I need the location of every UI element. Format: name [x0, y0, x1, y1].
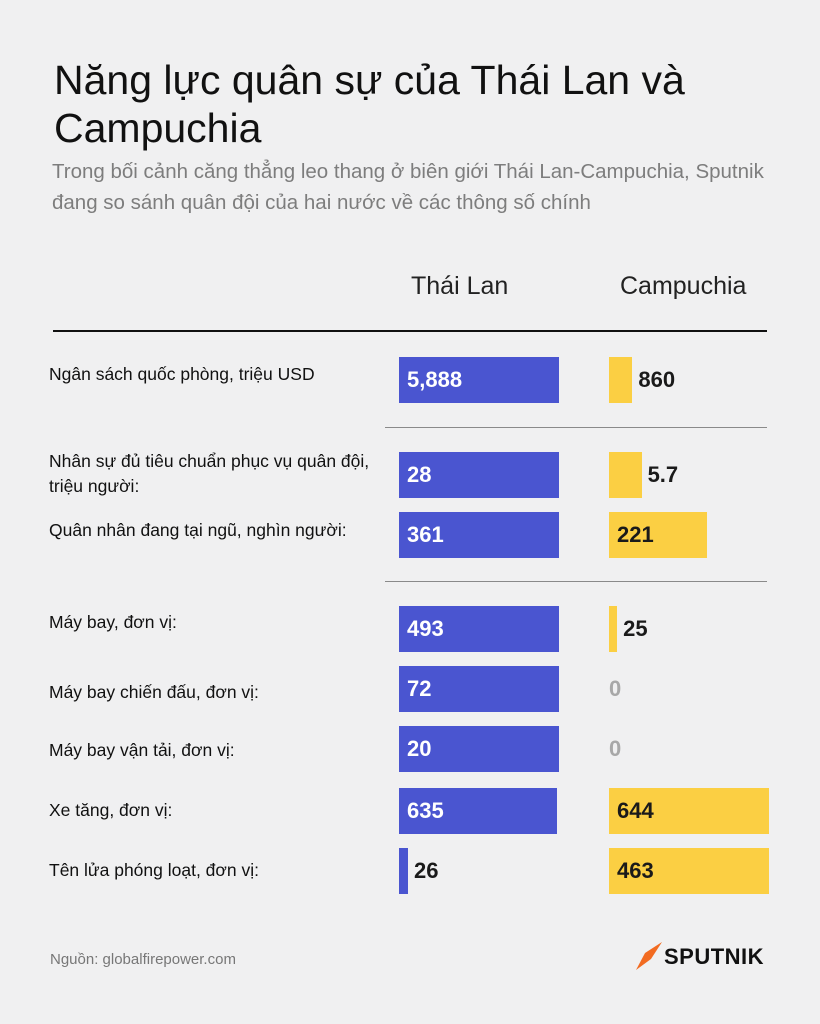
value-label-thailand: 361 — [407, 522, 444, 547]
section-divider-2 — [385, 581, 767, 582]
value-label-cambodia: 0 — [609, 676, 622, 701]
column-header-cambodia: Campuchia — [620, 272, 747, 300]
bar-thailand — [399, 452, 559, 498]
page-title: Năng lực quân sự của Thái Lan và Campuch… — [54, 57, 685, 151]
value-label-thailand: 72 — [407, 676, 432, 701]
row-label: Tên lửa phóng loạt, đơn vị: — [49, 860, 259, 880]
value-label-thailand: 20 — [407, 736, 432, 761]
row-label: Xe tăng, đơn vị: — [49, 800, 173, 820]
value-label-thailand: 5,888 — [407, 367, 463, 392]
brand-logo-text: SPUTNIK — [664, 944, 765, 969]
row-label: Nhân sự đủ tiêu chuẩn phục vụ quân đội, … — [49, 451, 370, 496]
row-label: Ngân sách quốc phòng, triệu USD — [49, 364, 315, 384]
value-label-thailand: 26 — [413, 858, 439, 883]
bar-thailand — [399, 606, 559, 652]
row-label: Quân nhân đang tại ngũ, nghìn người: — [49, 520, 347, 540]
header-divider — [53, 330, 767, 332]
sputnik-logo-icon — [636, 942, 662, 970]
value-label-thailand: 28 — [407, 462, 432, 487]
bar-thailand — [399, 512, 559, 558]
bar-cambodia — [609, 357, 633, 403]
bar-thailand — [399, 726, 559, 772]
bar-thailand — [399, 848, 408, 894]
value-label-cambodia: 644 — [617, 798, 654, 823]
bar-thailand — [399, 357, 559, 403]
bar-cambodia — [609, 848, 769, 894]
source-note: Nguồn: globalfirepower.com — [50, 951, 236, 968]
section-divider-1 — [385, 427, 767, 428]
row-label: Máy bay, đơn vị: — [49, 612, 177, 632]
value-label-thailand: 635 — [407, 798, 444, 823]
row-label: Máy bay vận tải, đơn vị: — [49, 740, 235, 760]
value-label-cambodia: 25 — [623, 616, 648, 641]
bar-cambodia — [609, 788, 769, 834]
value-label-cambodia: 463 — [617, 858, 654, 883]
bar-cambodia — [609, 606, 618, 652]
value-label-cambodia: 5.7 — [647, 462, 679, 487]
row-label: Máy bay chiến đấu, đơn vị: — [49, 682, 259, 702]
value-label-cambodia: 860 — [638, 367, 676, 392]
value-label-cambodia: 0 — [609, 736, 622, 761]
page-subtitle: Trong bối cảnh căng thẳng leo thang ở bi… — [52, 160, 764, 214]
bar-cambodia — [609, 512, 707, 558]
column-header-thailand: Thái Lan — [411, 272, 509, 300]
value-label-cambodia: 221 — [617, 522, 654, 547]
value-label-thailand: 493 — [407, 616, 444, 641]
bar-thailand — [399, 666, 559, 712]
bar-cambodia — [609, 452, 642, 498]
bar-thailand — [399, 788, 557, 834]
